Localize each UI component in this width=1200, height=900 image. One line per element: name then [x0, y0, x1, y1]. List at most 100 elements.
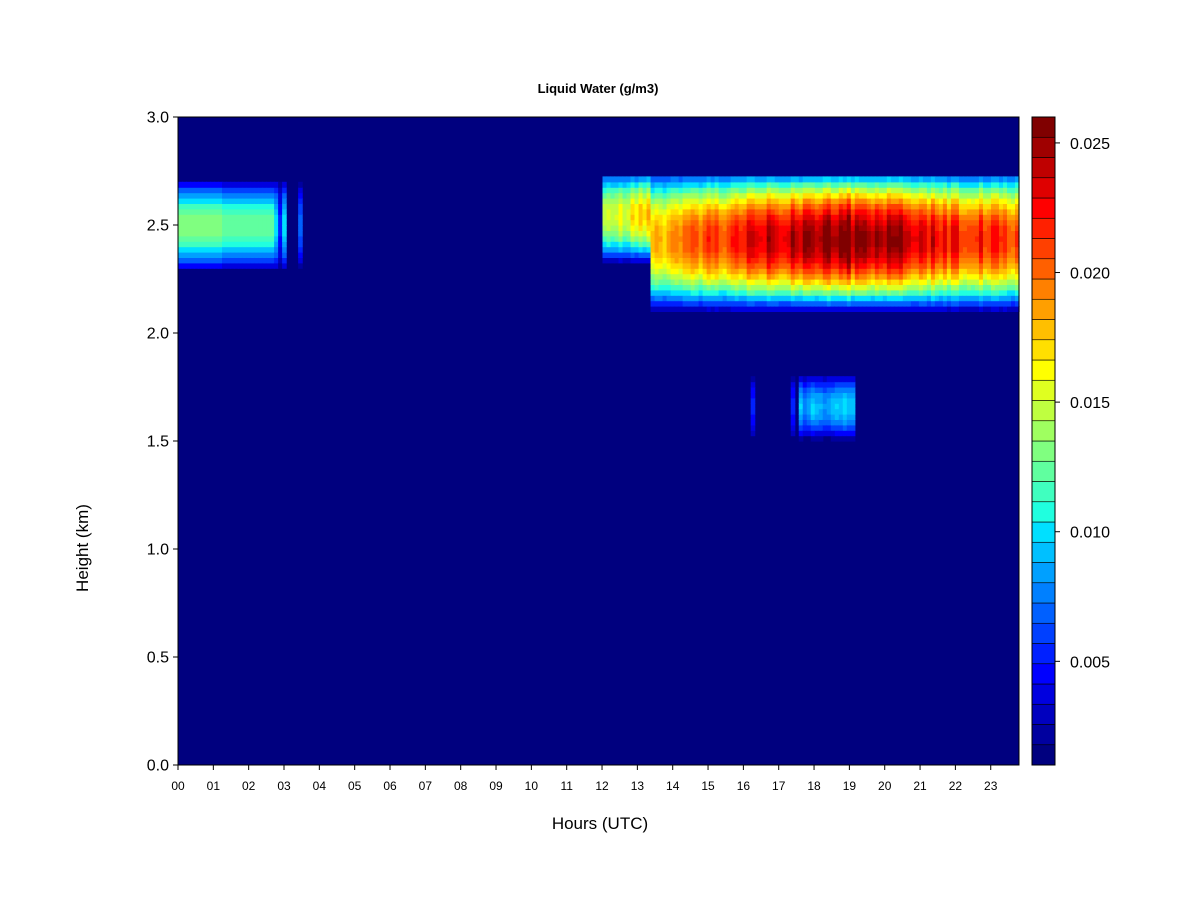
heatmap-cell: [946, 241, 952, 248]
heatmap-cell: [850, 262, 856, 269]
heatmap-cell: [682, 214, 688, 221]
heatmap-cell: [730, 279, 736, 285]
heatmap-cell: [918, 246, 924, 253]
heatmap-cell: [218, 246, 223, 253]
heatmap-cell: [674, 235, 680, 242]
heatmap-cell: [710, 295, 716, 302]
heatmap-cell: [786, 219, 792, 226]
heatmap-cell: [246, 241, 251, 248]
heatmap-cell: [750, 187, 756, 194]
heatmap-cell: [714, 181, 720, 188]
heatmap-cell: [630, 192, 636, 199]
heatmap-cell: [954, 306, 960, 312]
heatmap-cell: [778, 289, 784, 296]
heatmap-cell: [190, 246, 195, 253]
heatmap-cell: [274, 192, 279, 199]
heatmap-cell: [622, 176, 628, 183]
heatmap-cell: [950, 279, 956, 285]
x-tick-label: 19: [843, 779, 857, 793]
heatmap-cell: [910, 262, 916, 269]
heatmap-cell: [798, 403, 804, 410]
heatmap-cell: [674, 273, 680, 280]
heatmap-cell: [678, 306, 684, 312]
heatmap-cell: [754, 192, 760, 199]
heatmap-cell: [846, 392, 852, 399]
heatmap-cell: [214, 230, 219, 237]
heatmap-cell: [726, 284, 732, 291]
heatmap-cell: [258, 203, 263, 210]
heatmap-cell: [774, 214, 780, 221]
colorbar-swatch: [1031, 379, 1056, 401]
heatmap-cell: [710, 230, 716, 237]
heatmap-cell: [690, 208, 696, 215]
heatmap-cell: [190, 230, 195, 237]
heatmap-cell: [958, 176, 964, 183]
heatmap-cell: [202, 203, 207, 210]
heatmap-cell: [606, 241, 612, 248]
heatmap-cell: [774, 295, 780, 302]
heatmap-cell: [774, 181, 780, 188]
heatmap-cell: [222, 187, 227, 194]
heatmap-cell: [902, 235, 908, 242]
heatmap-cell: [906, 235, 912, 242]
heatmap-cell: [970, 214, 976, 221]
heatmap-cell: [658, 235, 664, 242]
heatmap-cell: [706, 181, 712, 188]
heatmap-cell: [906, 176, 912, 183]
heatmap-cell: [674, 295, 680, 302]
heatmap-cell: [938, 192, 944, 199]
heatmap-cell: [822, 176, 828, 183]
heatmap-cell: [986, 225, 992, 231]
heatmap-cell: [726, 262, 732, 269]
heatmap-cell: [918, 230, 924, 237]
heatmap-cell: [814, 214, 820, 221]
heatmap-cell: [238, 235, 243, 242]
heatmap-cell: [878, 192, 884, 199]
heatmap-cell: [214, 181, 219, 188]
heatmap-cell: [1015, 246, 1020, 253]
heatmap-cell: [698, 187, 704, 194]
heatmap-cell: [718, 306, 724, 312]
heatmap-cell: [986, 273, 992, 280]
heatmap-cell: [654, 295, 660, 302]
heatmap-cell: [806, 181, 812, 188]
heatmap-cell: [1015, 279, 1020, 285]
heatmap-cell: [178, 246, 183, 253]
heatmap-cell: [782, 181, 788, 188]
heatmap-cell: [686, 192, 692, 199]
heatmap-cell: [938, 284, 944, 291]
heatmap-cell: [670, 219, 676, 226]
heatmap-cell: [734, 235, 740, 242]
x-tick-label: 02: [242, 779, 256, 793]
heatmap-cell: [938, 219, 944, 226]
heatmap-cell: [834, 289, 840, 296]
heatmap-cell: [914, 246, 920, 253]
heatmap-cell: [654, 246, 660, 253]
heatmap-cell: [694, 198, 700, 204]
heatmap-cell: [258, 262, 263, 269]
heatmap-cell: [626, 203, 632, 210]
heatmap-cell: [918, 289, 924, 296]
heatmap-cell: [662, 181, 668, 188]
heatmap-cell: [850, 214, 856, 221]
heatmap-cell: [842, 219, 848, 226]
heatmap-cell: [818, 284, 824, 291]
colorbar-tick-label: 0.005: [1070, 654, 1110, 671]
heatmap-cell: [934, 295, 940, 302]
heatmap-cell: [846, 295, 852, 302]
heatmap-cell: [606, 208, 612, 215]
heatmap-cell: [822, 295, 828, 302]
heatmap-cell: [814, 408, 820, 415]
heatmap-cell: [946, 279, 952, 285]
heatmap-cell: [950, 246, 956, 253]
heatmap-cell: [990, 235, 996, 242]
heatmap-cell: [698, 198, 704, 204]
heatmap-cell: [902, 257, 908, 264]
heatmap-cell: [666, 246, 672, 253]
heatmap-cell: [282, 203, 287, 210]
heatmap-cell: [906, 295, 912, 302]
heatmap-cell: [802, 381, 808, 388]
heatmap-cell: [986, 235, 992, 242]
heatmap-cell: [866, 176, 872, 183]
heatmap-cell: [834, 230, 840, 237]
